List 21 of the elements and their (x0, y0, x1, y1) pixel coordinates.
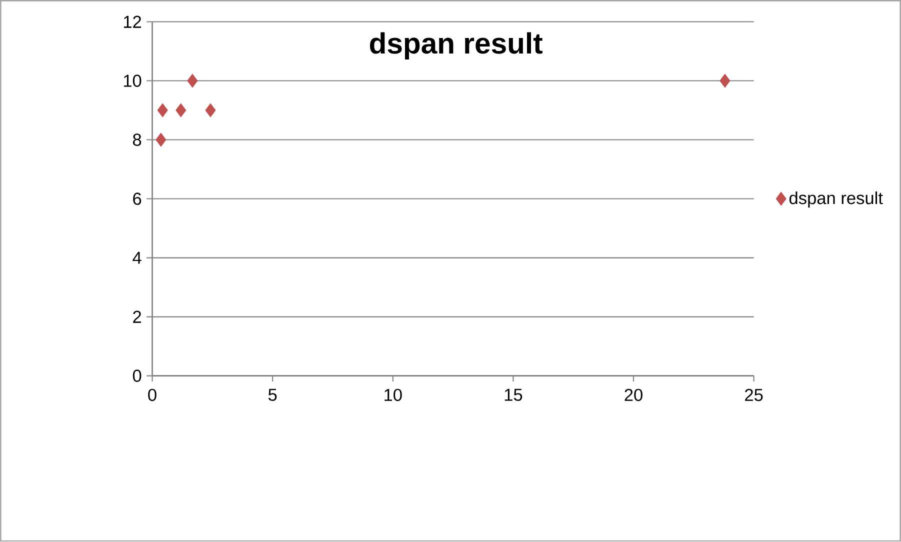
chart-title: dspan result (370, 32, 542, 60)
y-tick-label: 10 (124, 74, 142, 88)
point (205, 104, 216, 118)
point (156, 133, 166, 147)
y-tick-label: 8 (133, 134, 142, 146)
x-tick-label: 5 (268, 389, 277, 402)
y-tick-label: 2 (133, 310, 142, 323)
x-tick-label: 10 (384, 389, 402, 402)
x-tick-label: 0 (148, 389, 156, 402)
y-tick-label: 12 (124, 16, 141, 28)
x-tick-label: 25 (745, 389, 763, 402)
y-tick-label: 0 (132, 370, 142, 382)
point (176, 104, 186, 118)
x-tick-label: 20 (624, 389, 642, 402)
point (157, 104, 168, 118)
point (187, 74, 198, 88)
legend-label: dspan result (789, 192, 883, 208)
point (720, 74, 730, 88)
y-tick-label: 4 (132, 252, 142, 264)
y-tick-label: 6 (133, 192, 142, 206)
x-tick-label: 15 (504, 389, 522, 402)
